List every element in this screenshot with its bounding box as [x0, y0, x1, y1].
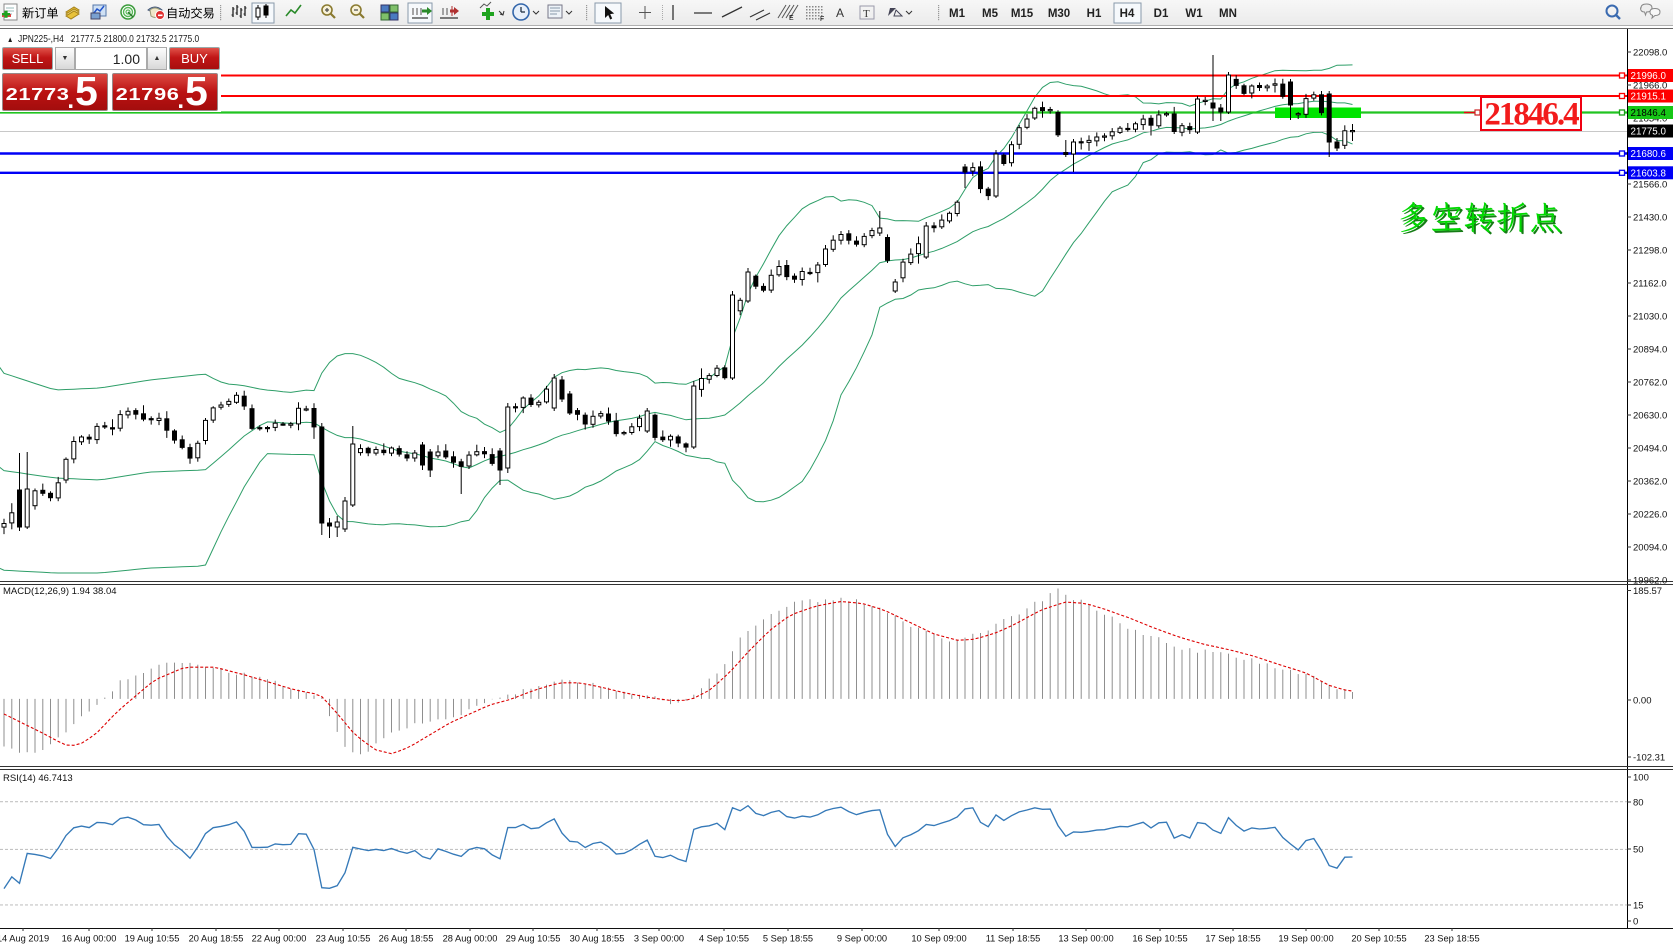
svg-text:20094.0: 20094.0	[1633, 543, 1667, 554]
svg-text:19962.0: 19962.0	[1633, 576, 1667, 587]
svg-text:20894.0: 20894.0	[1633, 345, 1667, 356]
svg-text:10 Sep 09:00: 10 Sep 09:00	[911, 934, 966, 944]
svg-text:22 Aug 00:00: 22 Aug 00:00	[252, 934, 307, 944]
svg-text:21030.0: 21030.0	[1633, 312, 1667, 323]
svg-text:M1: M1	[949, 8, 966, 20]
svg-text:21298.0: 21298.0	[1633, 246, 1667, 257]
svg-text:15: 15	[1633, 901, 1644, 912]
svg-text:-102.31: -102.31	[1633, 753, 1665, 764]
svg-text:21680.6: 21680.6	[1631, 149, 1667, 160]
svg-text:E: E	[789, 15, 794, 22]
svg-text:D1: D1	[1154, 8, 1169, 20]
svg-text:T: T	[863, 8, 870, 20]
svg-text:5 Sep 18:55: 5 Sep 18:55	[763, 934, 813, 944]
svg-text:23 Aug 10:55: 23 Aug 10:55	[316, 934, 371, 944]
svg-text:20762.0: 20762.0	[1633, 378, 1667, 389]
svg-text:4 Sep 10:55: 4 Sep 10:55	[699, 934, 749, 944]
svg-text:MACD(12,26,9) 1.94 38.04: MACD(12,26,9) 1.94 38.04	[3, 586, 117, 597]
svg-text:21966.0: 21966.0	[1633, 81, 1667, 92]
svg-text:MN: MN	[1219, 8, 1237, 20]
svg-text:21566.0: 21566.0	[1633, 180, 1667, 191]
svg-text:19 Aug 10:55: 19 Aug 10:55	[125, 934, 180, 944]
svg-text:22098.0: 22098.0	[1633, 48, 1667, 59]
svg-text:9 Sep 00:00: 9 Sep 00:00	[837, 934, 887, 944]
svg-text:20 Aug 18:55: 20 Aug 18:55	[189, 934, 244, 944]
svg-text:30 Aug 18:55: 30 Aug 18:55	[570, 934, 625, 944]
svg-text:14 Aug 2019: 14 Aug 2019	[0, 934, 49, 944]
svg-text:M30: M30	[1048, 8, 1070, 20]
svg-text:21846.4: 21846.4	[1631, 108, 1667, 119]
svg-text:20226.0: 20226.0	[1633, 510, 1667, 521]
svg-text:A: A	[836, 6, 844, 20]
svg-text:13 Sep 00:00: 13 Sep 00:00	[1058, 934, 1113, 944]
svg-text:21162.0: 21162.0	[1633, 279, 1667, 290]
svg-text:11 Sep 18:55: 11 Sep 18:55	[986, 934, 1041, 944]
svg-text:17 Sep 18:55: 17 Sep 18:55	[1205, 934, 1260, 944]
svg-text:23 Sep 18:55: 23 Sep 18:55	[1424, 934, 1479, 944]
svg-text:80: 80	[1633, 798, 1644, 809]
svg-text:28 Aug 00:00: 28 Aug 00:00	[443, 934, 498, 944]
svg-text:50: 50	[1633, 845, 1644, 856]
svg-text:100: 100	[1633, 773, 1649, 784]
svg-text:21846.4: 21846.4	[1484, 97, 1579, 133]
svg-text:26 Aug 18:55: 26 Aug 18:55	[379, 934, 434, 944]
svg-text:20494.0: 20494.0	[1633, 444, 1667, 455]
svg-text:21603.8: 21603.8	[1631, 168, 1667, 179]
svg-text:185.57: 185.57	[1633, 586, 1662, 597]
svg-text:16 Sep 10:55: 16 Sep 10:55	[1132, 934, 1187, 944]
svg-text:RSI(14) 46.7413: RSI(14) 46.7413	[3, 773, 73, 784]
svg-text:0: 0	[1633, 917, 1638, 928]
svg-text:F: F	[820, 16, 824, 23]
svg-text:20362.0: 20362.0	[1633, 477, 1667, 488]
svg-text:21996.0: 21996.0	[1631, 71, 1667, 82]
svg-text:19 Sep 00:00: 19 Sep 00:00	[1278, 934, 1333, 944]
svg-text:16 Aug 00:00: 16 Aug 00:00	[62, 934, 117, 944]
svg-text:M15: M15	[1011, 8, 1034, 20]
svg-text:21430.0: 21430.0	[1633, 213, 1667, 224]
svg-text:H1: H1	[1087, 8, 1102, 20]
svg-text:21915.1: 21915.1	[1631, 92, 1666, 103]
svg-text:21775.0: 21775.0	[1631, 127, 1667, 138]
svg-text:29 Aug 10:55: 29 Aug 10:55	[506, 934, 561, 944]
svg-text:M5: M5	[982, 8, 999, 20]
svg-text:0.00: 0.00	[1633, 696, 1652, 707]
svg-text:20630.0: 20630.0	[1633, 411, 1667, 422]
svg-text:W1: W1	[1185, 8, 1203, 20]
svg-text:3 Sep 00:00: 3 Sep 00:00	[634, 934, 684, 944]
svg-text:20 Sep 10:55: 20 Sep 10:55	[1351, 934, 1406, 944]
svg-text:H4: H4	[1120, 8, 1135, 20]
